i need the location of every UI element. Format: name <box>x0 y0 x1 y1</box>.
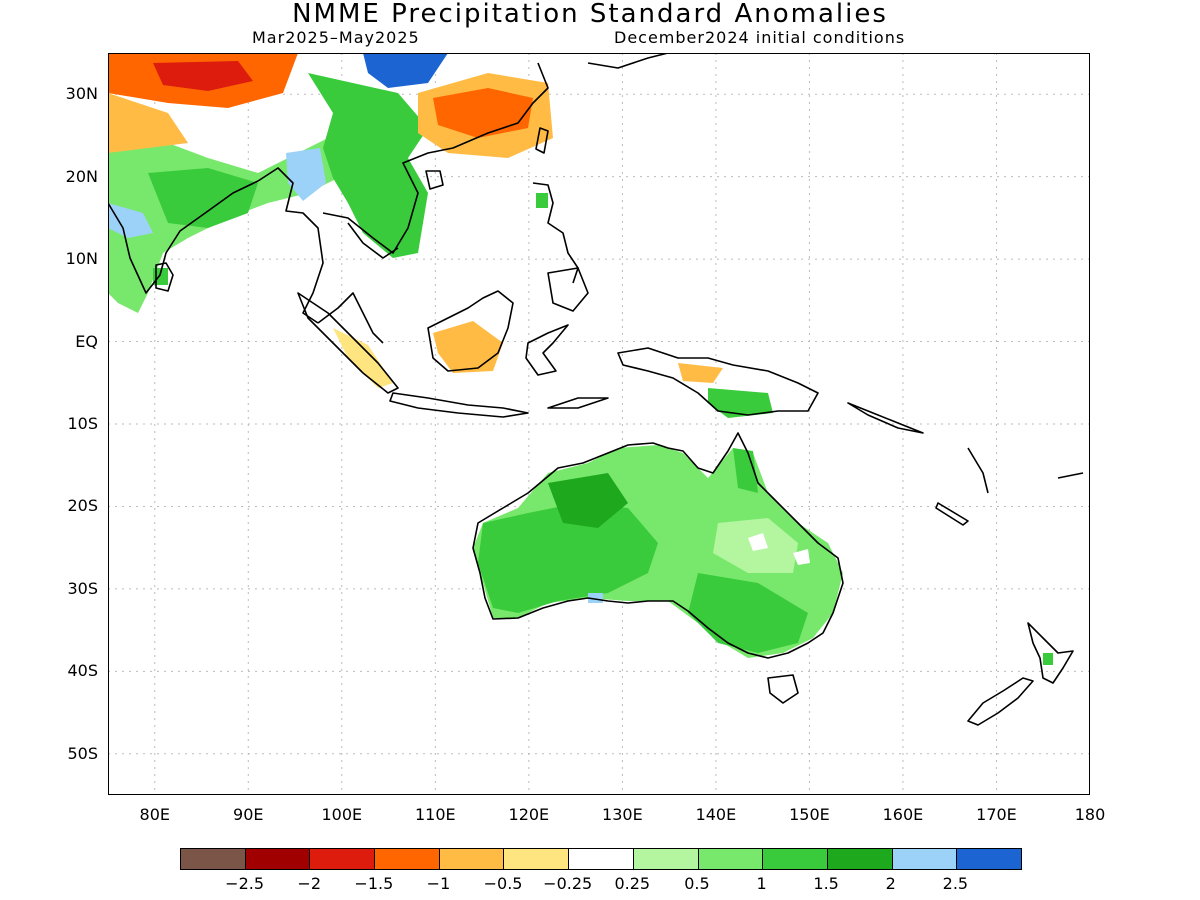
colorbar-swatch <box>569 849 634 869</box>
colorbar-tick-label: 0.25 <box>614 874 651 893</box>
anomaly-region-indochina <box>308 73 428 258</box>
colorbar-tick-label: 2 <box>885 874 896 893</box>
colorbar <box>180 848 1022 870</box>
coast-luzon <box>532 182 579 284</box>
lat-tick-label: 30S <box>67 578 98 598</box>
colorbar-swatch <box>763 849 828 869</box>
colorbar-swatch <box>892 849 958 869</box>
coast-burma <box>257 167 324 324</box>
map-title: NMME Precipitation Standard Anomalies <box>292 0 888 29</box>
initial-conditions: December2024 initial conditions <box>614 28 906 47</box>
lat-tick-label: 40S <box>67 661 98 681</box>
lat-tick-label: EQ <box>75 331 98 351</box>
coast-srilanka <box>155 262 174 292</box>
colorbar-swatch <box>827 849 893 869</box>
anomaly-region-australia-dark <box>478 503 658 613</box>
anomaly-region-north-red <box>153 61 253 91</box>
lon-tick-label: 170E <box>976 805 1017 824</box>
forecast-period: Mar2025–May2025 <box>252 28 420 47</box>
coast-java <box>389 392 529 418</box>
coast-borneo <box>427 290 514 372</box>
coast-new-guinea <box>617 347 819 416</box>
coast-malaya <box>317 292 384 344</box>
colorbar-swatch <box>504 849 570 869</box>
map-grid <box>108 53 1090 795</box>
colorbar-tick-label: −0.5 <box>483 874 523 893</box>
coast-indochina <box>322 62 549 254</box>
lon-tick-label: 180 <box>1074 805 1106 824</box>
anomaly-region-guinea-dry <box>678 363 723 383</box>
lat-tick-label: 30N <box>65 84 98 104</box>
coast-japan <box>587 53 669 69</box>
colorbar-swatch <box>181 849 246 869</box>
colorbar-tick-label: 0.5 <box>684 874 710 893</box>
coastlines <box>108 53 1084 726</box>
coast-tasmania <box>767 674 799 704</box>
colorbar-tick-label: −1 <box>426 874 451 893</box>
coast-timor <box>547 397 609 409</box>
colorbar-tick-label: −2 <box>297 874 322 893</box>
colorbar-tick-label: 1.5 <box>813 874 839 893</box>
anomaly-region-india-dry <box>108 93 188 153</box>
colorbar-swatch <box>439 849 505 869</box>
lon-tick-label: 100E <box>321 805 363 824</box>
anomaly-region-sumatra-dry <box>333 328 393 388</box>
colorbar-swatch <box>698 849 764 869</box>
anomaly-region-burma-blue <box>286 148 326 201</box>
coast-australia <box>472 432 844 659</box>
coast-nz-north <box>1027 622 1074 684</box>
anomaly-region-philippines <box>536 193 548 208</box>
lon-tick-label: 90E <box>233 805 264 824</box>
coast-gulf-thailand <box>347 222 399 259</box>
lon-tick-label: 150E <box>789 805 830 824</box>
anomaly-map <box>108 53 1090 795</box>
anomaly-region-cape-york <box>733 448 758 493</box>
lon-tick-label: 140E <box>695 805 737 824</box>
anomaly-region-india-dark <box>148 168 258 228</box>
colorbar-tick-label: 2.5 <box>942 874 969 893</box>
anomaly-region-australia-se <box>688 573 808 653</box>
colorbar-swatch <box>375 849 440 869</box>
coast-taiwan <box>535 127 549 154</box>
anomaly-shading-australia <box>473 445 1053 665</box>
anomaly-region-australia-darkest <box>548 473 628 528</box>
colorbar-tick-label: −1.5 <box>354 874 394 893</box>
lon-tick-label: 80E <box>139 805 170 824</box>
coast-nz-south <box>967 677 1034 726</box>
lat-tick-label: 50S <box>67 743 98 763</box>
lon-tick-label: 120E <box>508 805 550 824</box>
colorbar-tick-label: −0.25 <box>543 874 593 893</box>
anomaly-region-tibet-blue <box>363 53 448 88</box>
colorbar-tick-label: 1 <box>756 874 767 893</box>
lon-tick-label: 110E <box>415 805 456 824</box>
coast-mindanao <box>547 267 589 312</box>
anomaly-region-guinea-wet <box>708 388 773 418</box>
colorbar-swatch <box>245 849 311 869</box>
anomaly-region-australia-white <box>748 533 768 551</box>
lat-tick-label: 10S <box>67 414 98 433</box>
coast-sumatra <box>297 292 399 394</box>
anomaly-region-newzealand <box>1043 653 1053 665</box>
lon-tick-label: 160E <box>882 805 924 824</box>
lon-tick-label: 130E <box>602 805 643 824</box>
anomaly-region-borneo-dry <box>433 321 503 373</box>
coast-solomon <box>847 402 924 434</box>
coast-hainan <box>425 170 444 190</box>
colorbar-swatch <box>957 849 1021 869</box>
lat-tick-label: 10N <box>65 249 98 269</box>
coast-new-caledonia <box>935 502 969 526</box>
anomaly-region-australia-blue <box>588 593 603 603</box>
coast-fiji-vanuatu <box>967 447 1084 494</box>
coast-sulawesi <box>525 324 569 376</box>
lat-tick-label: 20S <box>67 496 98 516</box>
anomaly-region-australia-white-2 <box>793 549 810 565</box>
colorbar-swatch <box>310 849 376 869</box>
anomaly-shading-maritime <box>333 321 773 418</box>
anomaly-shading-asia <box>108 53 553 313</box>
lat-tick-label: 20N <box>65 166 98 186</box>
colorbar-swatch <box>633 849 699 869</box>
colorbar-tick-label: −2.5 <box>225 874 265 893</box>
anomaly-region-india-blue <box>108 203 153 238</box>
